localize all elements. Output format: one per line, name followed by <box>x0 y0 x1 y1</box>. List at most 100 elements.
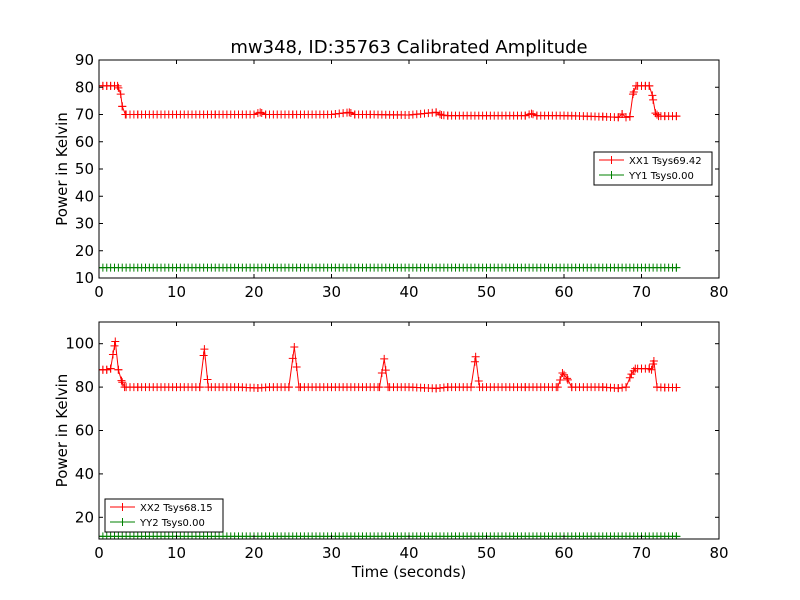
x-tick-label: 70 <box>632 544 651 562</box>
data-point <box>118 102 127 111</box>
data-point <box>660 383 669 392</box>
legend-swatch-marker <box>607 171 616 179</box>
data-point <box>106 364 115 373</box>
data-point <box>437 111 446 120</box>
data-point <box>614 113 623 122</box>
data-point <box>625 112 634 121</box>
x-tick-label: 40 <box>399 544 418 562</box>
data-point <box>256 108 265 117</box>
data-point <box>618 109 627 118</box>
data-point <box>529 110 537 119</box>
y-axis-label: Power in Kelvin <box>53 374 71 488</box>
data-point <box>475 383 484 392</box>
data-point <box>199 351 208 360</box>
y-tick-label: 40 <box>75 465 94 483</box>
data-point <box>200 345 209 354</box>
data-point <box>653 110 661 119</box>
series-group <box>99 337 681 539</box>
data-point <box>521 383 530 392</box>
x-tick-label: 0 <box>94 283 104 301</box>
y-tick-label: 100 <box>65 335 94 353</box>
data-point <box>290 342 299 351</box>
y-tick-label: 80 <box>75 378 94 396</box>
y-tick-label: 60 <box>75 133 94 151</box>
series-line-1 <box>99 341 677 389</box>
data-point <box>99 263 103 272</box>
data-point <box>384 383 393 392</box>
data-point <box>234 383 243 392</box>
x-tick-label: 60 <box>554 283 573 301</box>
legend-swatch-marker <box>607 156 616 164</box>
x-tick-label: 50 <box>477 283 496 301</box>
series-group <box>99 81 681 272</box>
data-point <box>203 375 212 384</box>
data-point <box>647 365 656 374</box>
legend-entry: YY1 Tsys0.00 <box>628 171 694 182</box>
legend-box <box>104 498 224 533</box>
data-point <box>598 383 607 392</box>
data-point <box>118 378 127 387</box>
y-tick-label: 40 <box>75 187 94 205</box>
data-point <box>560 111 568 120</box>
data-point <box>102 365 111 374</box>
data-point <box>645 81 654 90</box>
x-tick-label: 0 <box>94 544 104 562</box>
x-tick-label: 40 <box>399 283 418 301</box>
series-line-1 <box>99 85 677 118</box>
data-point <box>133 110 142 119</box>
data-point <box>250 110 258 119</box>
chart-top: 0 10 20 30 40 50 60 70 80102030405060708090mw348… <box>53 37 729 301</box>
chart-bottom: 0 10 20 30 40 50 60 70 80 20 40 60 80 100 Power in Kel… <box>53 321 729 581</box>
data-point <box>649 357 658 366</box>
data-point <box>521 111 530 120</box>
data-point <box>204 383 213 392</box>
data-point <box>114 365 123 374</box>
data-point <box>288 354 297 363</box>
series-markers-1 <box>99 337 681 393</box>
data-point <box>648 91 657 100</box>
x-tick-label: 70 <box>632 283 651 301</box>
data-point <box>99 532 103 539</box>
y-tick-label: 20 <box>75 242 94 260</box>
legend-box <box>593 151 713 186</box>
data-point <box>195 383 204 392</box>
data-point <box>556 376 565 385</box>
data-point <box>117 376 126 385</box>
data-point <box>618 383 627 392</box>
x-tick-label: 30 <box>322 283 341 301</box>
data-point <box>637 364 646 373</box>
data-point <box>563 374 572 383</box>
data-point <box>294 383 303 392</box>
y-tick-label: 70 <box>75 106 94 124</box>
y-tick-label: 80 <box>75 78 94 96</box>
data-point <box>405 383 413 392</box>
data-point <box>625 373 634 382</box>
x-tick-label: 20 <box>244 544 263 562</box>
x-axis-label: Time (seconds) <box>351 563 467 581</box>
x-tick-label: 80 <box>709 544 728 562</box>
data-point <box>649 95 658 104</box>
data-point <box>436 110 444 119</box>
data-point <box>474 377 483 386</box>
data-point <box>257 108 266 117</box>
data-point <box>111 337 120 346</box>
data-point <box>346 108 355 117</box>
data-point <box>672 263 681 272</box>
data-point <box>327 383 336 392</box>
data-point <box>120 383 129 392</box>
series-markers-2 <box>99 263 681 272</box>
data-point <box>443 111 452 120</box>
data-point <box>380 354 389 363</box>
data-point <box>110 341 119 350</box>
legend-entry: YY2 Tsys0.00 <box>139 518 205 529</box>
data-point <box>121 110 130 119</box>
data-point <box>133 383 142 392</box>
y-tick-label: 90 <box>75 51 94 69</box>
data-point <box>211 110 220 119</box>
data-point <box>672 383 681 392</box>
legend-swatch-marker <box>118 518 127 526</box>
data-point <box>598 112 607 121</box>
legend-entry: XX2 Tsys68.15 <box>140 503 213 514</box>
x-tick-label: 80 <box>709 283 728 301</box>
data-point <box>253 383 262 392</box>
